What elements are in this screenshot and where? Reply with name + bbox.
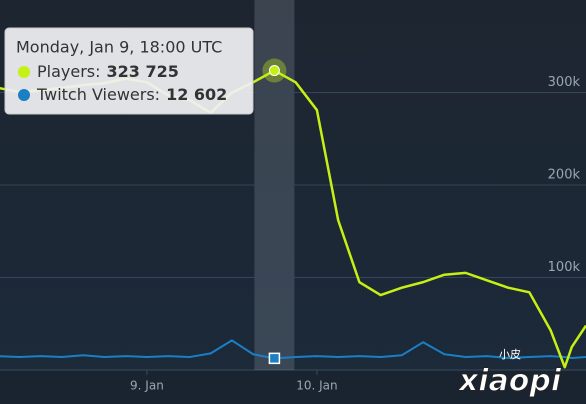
- tooltip-value: 12 602: [166, 85, 227, 104]
- legend-dot: [18, 66, 30, 78]
- tooltip-row: Players: 323 725: [37, 62, 179, 81]
- tooltip-box: [4, 27, 254, 115]
- hover-point: [268, 65, 280, 77]
- y-tick-label: 100k: [548, 260, 581, 275]
- x-axis-band: [0, 370, 586, 404]
- tooltip-row: Twitch Viewers: 12 602: [36, 85, 227, 104]
- x-tick-label: 9. Jan: [130, 379, 164, 393]
- series-line: [0, 339, 586, 360]
- tooltip-value: 323 725: [107, 62, 179, 81]
- tooltip-title: Monday, Jan 9, 18:00 UTC: [16, 38, 222, 57]
- hover-point: [268, 352, 281, 365]
- watermark: xiaopi: [457, 364, 562, 399]
- tooltip-label: Twitch Viewers:: [36, 85, 160, 104]
- tooltip-label: Players:: [37, 62, 101, 81]
- x-tick-label: 10. Jan: [296, 379, 337, 393]
- legend-dot: [18, 89, 30, 101]
- y-tick-label: 300k: [548, 75, 581, 90]
- y-tick-label: 200k: [548, 168, 581, 183]
- watermark: 小皮: [499, 348, 521, 361]
- tooltip: Monday, Jan 9, 18:00 UTC Players: 323 725 T…: [4, 27, 254, 115]
